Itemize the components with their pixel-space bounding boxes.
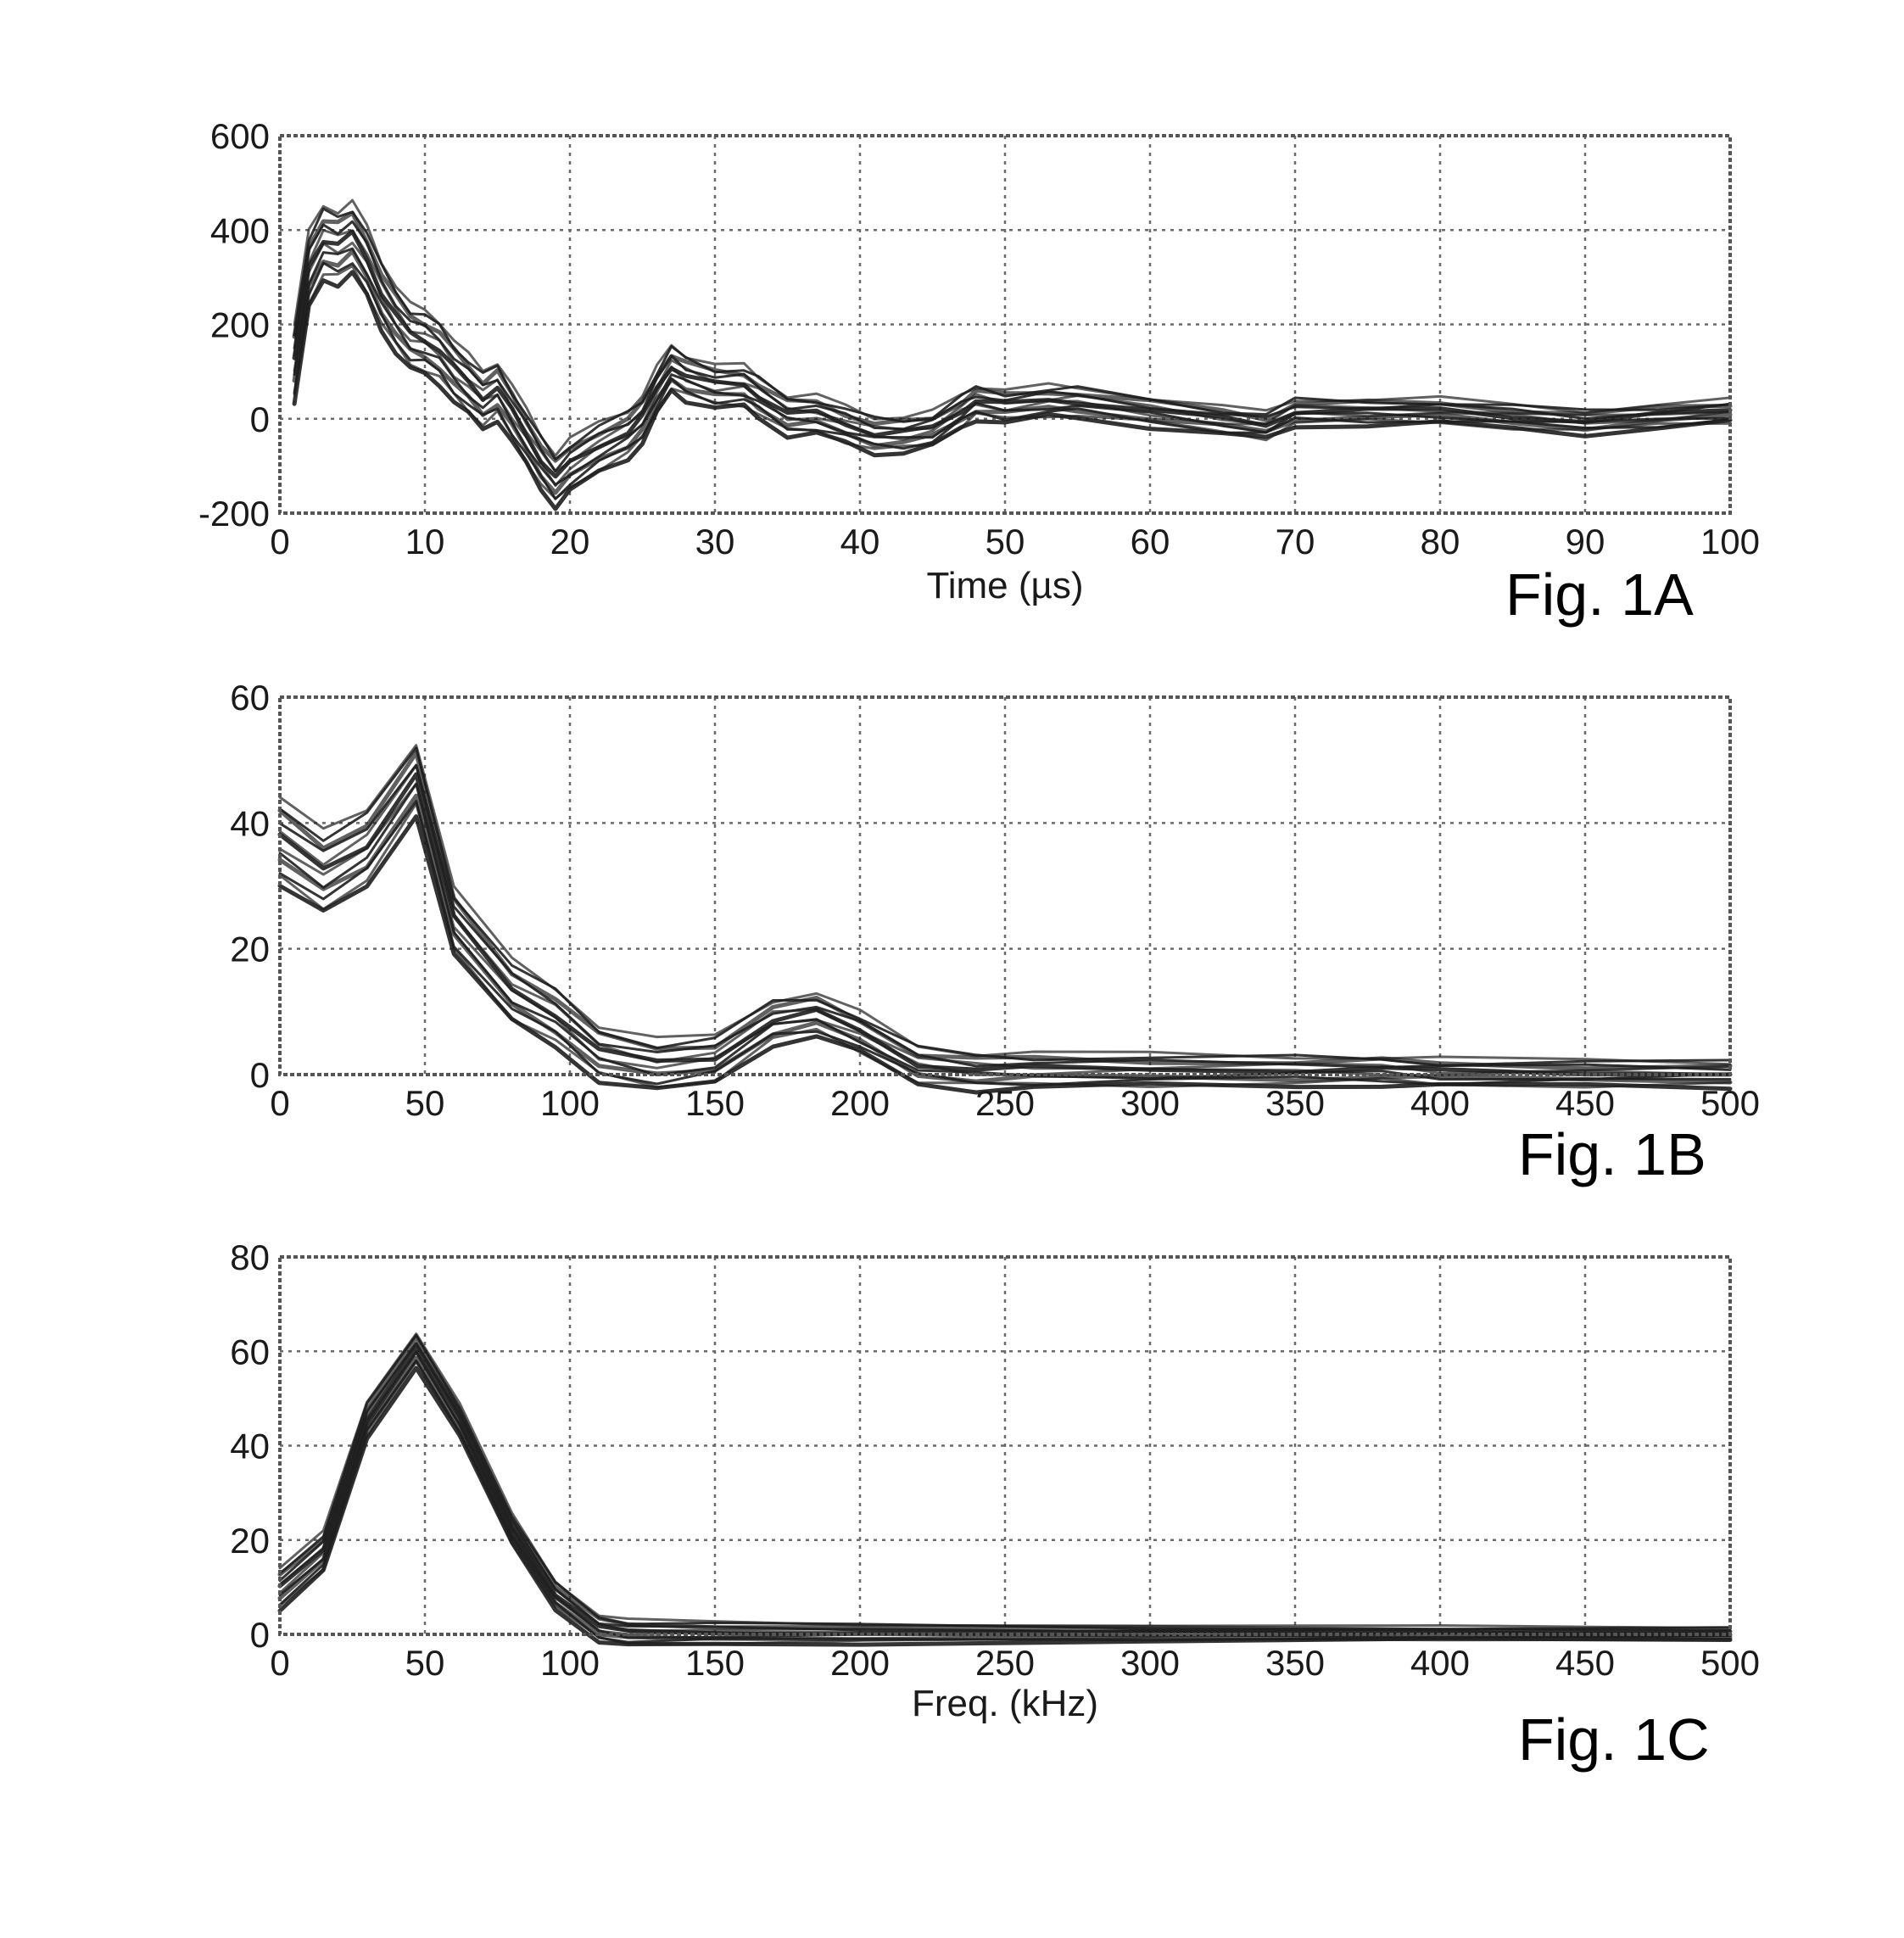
y-tick-label: 0 [250, 1615, 270, 1655]
x-tick-label: 300 [1120, 1083, 1180, 1123]
x-tick-label: 20 [550, 522, 590, 561]
y-tick-label: 0 [250, 399, 270, 439]
x-tick-label: 50 [405, 1083, 445, 1123]
x-tick-label: 150 [685, 1083, 745, 1123]
x-tick-label: 150 [685, 1643, 745, 1683]
data-series-line [294, 251, 1730, 493]
y-tick-label: 600 [210, 116, 270, 156]
x-tick-label: 400 [1410, 1083, 1470, 1123]
y-tick-label: 20 [230, 930, 270, 969]
x-tick-label: 250 [975, 1083, 1035, 1123]
x-axis-label: Freq. (kHz) [912, 1683, 1098, 1724]
x-tick-label: 400 [1410, 1643, 1470, 1683]
figure-label: Fig. 1A [1505, 561, 1694, 628]
x-tick-label: 450 [1555, 1643, 1615, 1683]
figure-label: Fig. 1C [1518, 1706, 1710, 1773]
y-tick-label: 80 [230, 1237, 270, 1277]
y-tick-label: -200 [198, 494, 270, 533]
y-tick-label: 0 [250, 1055, 270, 1095]
chart-fig-1a: 0102030405060708090100-2000200400600Time… [198, 116, 1760, 628]
x-tick-label: 450 [1555, 1083, 1615, 1123]
x-tick-label: 250 [975, 1643, 1035, 1683]
x-tick-label: 500 [1700, 1083, 1760, 1123]
y-tick-label: 400 [210, 210, 270, 250]
x-tick-label: 80 [1421, 522, 1460, 561]
x-tick-label: 200 [830, 1643, 890, 1683]
x-tick-label: 0 [270, 522, 289, 561]
y-tick-label: 60 [230, 1332, 270, 1371]
chart-fig-1c: 0 50 100 150 200 250 300 350 400 450 500 0 20 40 60 80 F… [230, 1237, 1760, 1773]
x-tick-label: 100 [1700, 522, 1760, 561]
figure-label: Fig. 1B [1518, 1121, 1706, 1187]
y-tick-label: 200 [210, 305, 270, 345]
y-tick-label: 60 [230, 678, 270, 718]
x-tick-label: 350 [1265, 1643, 1325, 1683]
x-tick-label: 100 [540, 1643, 600, 1683]
x-tick-label: 350 [1265, 1083, 1325, 1123]
x-tick-label: 500 [1700, 1643, 1760, 1683]
x-axis-label: Time (µs) [926, 565, 1083, 606]
x-tick-label: 0 [270, 1643, 289, 1683]
x-tick-label: 70 [1276, 522, 1315, 561]
x-tick-label: 50 [405, 1643, 445, 1683]
y-tick-label: 40 [230, 803, 270, 843]
y-tick-label: 20 [230, 1521, 270, 1561]
x-tick-label: 40 [840, 522, 880, 561]
data-series-line [280, 748, 1730, 1065]
x-tick-label: 200 [830, 1083, 890, 1123]
y-tick-label: 40 [230, 1427, 270, 1466]
chart-fig-1b: 0 50 100 150 200 250 300 350 400 450 500 0 20 40 60 Fig… [230, 678, 1760, 1187]
x-tick-label: 100 [540, 1083, 600, 1123]
x-tick-label: 300 [1120, 1643, 1180, 1683]
x-tick-label: 30 [695, 522, 735, 561]
data-series-line [280, 784, 1730, 1079]
x-tick-label: 0 [270, 1083, 289, 1123]
data-series-line [294, 243, 1730, 485]
x-tick-label: 10 [405, 522, 445, 561]
x-tick-label: 50 [986, 522, 1025, 561]
x-tick-label: 90 [1566, 522, 1605, 561]
x-tick-label: 60 [1131, 522, 1170, 561]
data-series-line [294, 249, 1730, 484]
